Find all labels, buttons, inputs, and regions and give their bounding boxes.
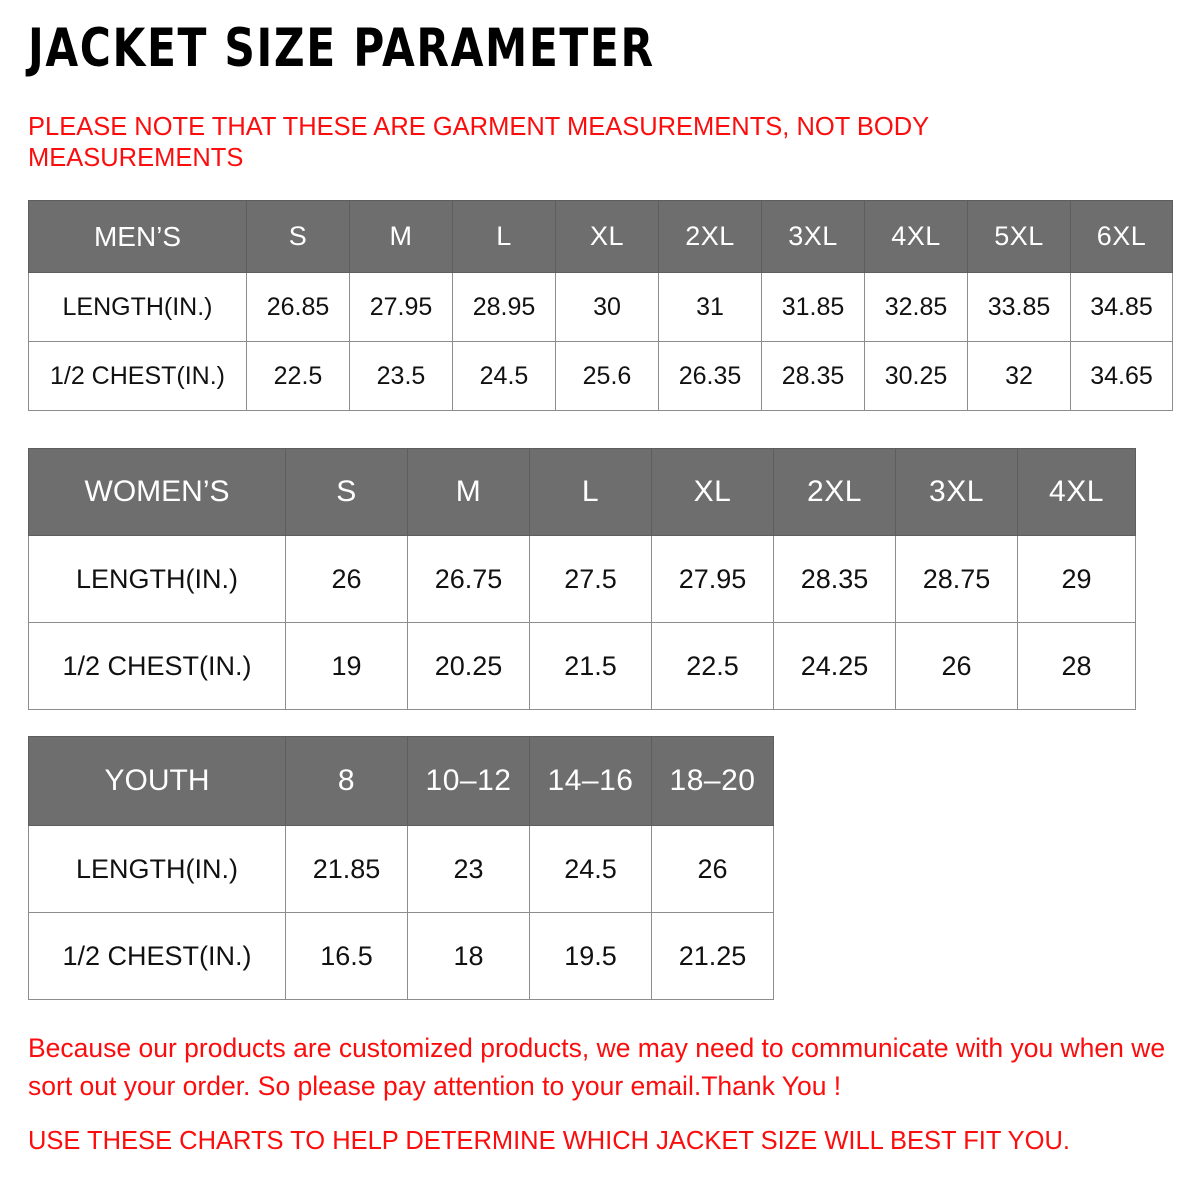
table-cell: 30 <box>555 272 659 342</box>
footer-customization-note: Because our products are customized prod… <box>28 1033 1166 1101</box>
table-cell: 26.75 <box>407 535 530 623</box>
youth-header-size-8: 8 <box>285 736 408 826</box>
table-cell: 24.25 <box>773 622 896 710</box>
mens-header-size-2xl: 2XL <box>658 200 762 273</box>
table-cell: 34.85 <box>1070 272 1173 342</box>
table-cell: 31.85 <box>761 272 865 342</box>
table-cell: 28.35 <box>773 535 896 623</box>
table-row: 1/2 CHEST(IN.) 16.5 18 19.5 21.25 <box>28 912 774 1000</box>
table-cell: 24.5 <box>529 825 652 913</box>
mens-header-size-l: L <box>452 200 556 273</box>
mens-header-group-label: MEN’S <box>28 200 247 273</box>
table-cell: 25.6 <box>555 341 659 411</box>
table-cell: 23 <box>407 825 530 913</box>
table-cell: 19 <box>285 622 408 710</box>
table-cell: 20.25 <box>407 622 530 710</box>
mens-header-size-3xl: 3XL <box>761 200 865 273</box>
footer-usage-note: USE THESE CHARTS TO HELP DETERMINE WHICH… <box>28 1127 1070 1155</box>
table-cell: 28.35 <box>761 341 865 411</box>
womens-header-size-4xl: 4XL <box>1017 448 1136 536</box>
table-cell: 21.85 <box>285 825 408 913</box>
table-cell: 26.85 <box>246 272 350 342</box>
youth-header-size-14-16: 14–16 <box>529 736 652 826</box>
mens-row-label-length: LENGTH(IN.) <box>28 272 247 342</box>
table-cell: 27.95 <box>651 535 774 623</box>
table-row: LENGTH(IN.) 26 26.75 27.5 27.95 28.35 28… <box>28 535 1136 623</box>
mens-header-size-m: M <box>349 200 453 273</box>
youth-size-table: YOUTH 8 10–12 14–16 18–20 LENGTH(IN.) 21… <box>28 736 774 1000</box>
table-cell: 28.75 <box>895 535 1018 623</box>
womens-table-head: WOMEN’S S M L XL 2XL 3XL 4XL <box>28 448 1136 536</box>
table-cell: 32.85 <box>864 272 968 342</box>
table-row: 1/2 CHEST(IN.) 19 20.25 21.5 22.5 24.25 … <box>28 622 1136 710</box>
table-cell: 30.25 <box>864 341 968 411</box>
table-cell: 18 <box>407 912 530 1000</box>
youth-table-body: LENGTH(IN.) 21.85 23 24.5 26 1/2 CHEST(I… <box>28 825 774 1000</box>
table-cell: 21.5 <box>529 622 652 710</box>
table-row: LENGTH(IN.) 26.85 27.95 28.95 30 31 31.8… <box>28 272 1173 342</box>
youth-row-label-length: LENGTH(IN.) <box>28 825 286 913</box>
table-row: 1/2 CHEST(IN.) 22.5 23.5 24.5 25.6 26.35… <box>28 341 1173 411</box>
table-cell: 28 <box>1017 622 1136 710</box>
table-row: LENGTH(IN.) 21.85 23 24.5 26 <box>28 825 774 913</box>
youth-table-head: YOUTH 8 10–12 14–16 18–20 <box>28 736 774 826</box>
table-cell: 24.5 <box>452 341 556 411</box>
womens-table-body: LENGTH(IN.) 26 26.75 27.5 27.95 28.35 28… <box>28 535 1136 710</box>
mens-header-size-5xl: 5XL <box>967 200 1071 273</box>
womens-row-label-chest: 1/2 CHEST(IN.) <box>28 622 286 710</box>
youth-header-size-10-12: 10–12 <box>407 736 530 826</box>
mens-header-size-s: S <box>246 200 350 273</box>
page-title: JACKET SIZE PARAMETER <box>28 18 655 79</box>
mens-row-label-chest: 1/2 CHEST(IN.) <box>28 341 247 411</box>
table-cell: 27.5 <box>529 535 652 623</box>
table-header-row: MEN’S S M L XL 2XL 3XL 4XL 5XL 6XL <box>28 200 1173 273</box>
womens-header-size-s: S <box>285 448 408 536</box>
table-cell: 27.95 <box>349 272 453 342</box>
table-cell: 22.5 <box>651 622 774 710</box>
table-cell: 29 <box>1017 535 1136 623</box>
table-cell: 33.85 <box>967 272 1071 342</box>
garment-measurement-note: PLEASE NOTE THAT THESE ARE GARMENT MEASU… <box>28 113 929 172</box>
table-cell: 26 <box>285 535 408 623</box>
table-cell: 26.35 <box>658 341 762 411</box>
table-cell: 26 <box>895 622 1018 710</box>
womens-header-size-m: M <box>407 448 530 536</box>
womens-size-table: WOMEN’S S M L XL 2XL 3XL 4XL LENGTH(IN.)… <box>28 448 1136 710</box>
table-cell: 26 <box>651 825 774 913</box>
table-cell: 34.65 <box>1070 341 1173 411</box>
womens-header-size-l: L <box>529 448 652 536</box>
youth-header-group-label: YOUTH <box>28 736 286 826</box>
mens-header-size-4xl: 4XL <box>864 200 968 273</box>
womens-header-size-3xl: 3XL <box>895 448 1018 536</box>
table-header-row: WOMEN’S S M L XL 2XL 3XL 4XL <box>28 448 1136 536</box>
mens-table-body: LENGTH(IN.) 26.85 27.95 28.95 30 31 31.8… <box>28 272 1173 411</box>
mens-table-head: MEN’S S M L XL 2XL 3XL 4XL 5XL 6XL <box>28 200 1173 273</box>
table-cell: 28.95 <box>452 272 556 342</box>
table-cell: 23.5 <box>349 341 453 411</box>
mens-size-table: MEN’S S M L XL 2XL 3XL 4XL 5XL 6XL LENGT… <box>28 200 1173 411</box>
youth-header-size-18-20: 18–20 <box>651 736 774 826</box>
youth-row-label-chest: 1/2 CHEST(IN.) <box>28 912 286 1000</box>
table-cell: 31 <box>658 272 762 342</box>
mens-header-size-6xl: 6XL <box>1070 200 1173 273</box>
table-cell: 21.25 <box>651 912 774 1000</box>
table-header-row: YOUTH 8 10–12 14–16 18–20 <box>28 736 774 826</box>
womens-header-size-xl: XL <box>651 448 774 536</box>
table-cell: 22.5 <box>246 341 350 411</box>
womens-header-size-2xl: 2XL <box>773 448 896 536</box>
mens-header-size-xl: XL <box>555 200 659 273</box>
table-cell: 16.5 <box>285 912 408 1000</box>
womens-header-group-label: WOMEN’S <box>28 448 286 536</box>
table-cell: 19.5 <box>529 912 652 1000</box>
table-cell: 32 <box>967 341 1071 411</box>
womens-row-label-length: LENGTH(IN.) <box>28 535 286 623</box>
